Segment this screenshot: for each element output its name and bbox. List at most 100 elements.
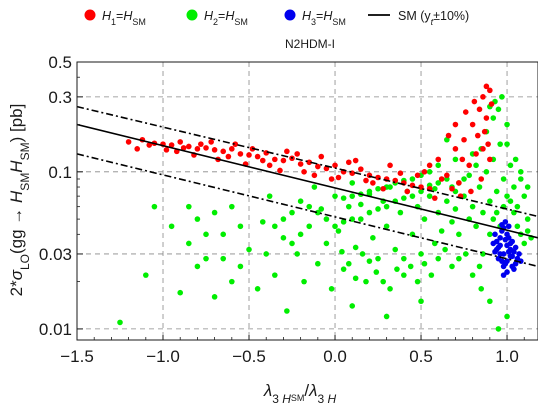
chart-title: N2HDM-I bbox=[285, 37, 335, 51]
data-point bbox=[358, 166, 364, 172]
data-point bbox=[435, 162, 442, 169]
data-point bbox=[481, 128, 488, 135]
data-point bbox=[349, 303, 356, 309]
data-point bbox=[452, 121, 459, 128]
data-point bbox=[340, 219, 347, 225]
legend-label: SM (yt±10%) bbox=[398, 9, 469, 27]
data-point bbox=[497, 141, 503, 147]
legend-item: H2=HSM bbox=[186, 9, 248, 27]
data-point bbox=[332, 223, 338, 230]
data-point bbox=[485, 141, 491, 147]
data-point bbox=[272, 272, 278, 278]
data-point bbox=[380, 185, 386, 192]
y-axis-ticks: 0.01 0.03 0.1 0.3 0.5 bbox=[39, 53, 83, 339]
data-point bbox=[297, 161, 304, 167]
data-point bbox=[488, 101, 495, 107]
data-point bbox=[211, 209, 218, 216]
data-point bbox=[387, 162, 393, 169]
data-point bbox=[392, 246, 399, 253]
data-point bbox=[452, 206, 459, 212]
data-point bbox=[512, 156, 519, 163]
data-point bbox=[495, 106, 502, 113]
data-point bbox=[499, 94, 505, 100]
data-point bbox=[143, 272, 149, 278]
data-point bbox=[352, 157, 359, 164]
data-point bbox=[514, 223, 521, 230]
data-point bbox=[500, 263, 507, 270]
data-point bbox=[332, 162, 338, 169]
data-point bbox=[306, 223, 313, 230]
data-point bbox=[203, 145, 209, 151]
data-point bbox=[444, 198, 450, 205]
data-point bbox=[315, 260, 321, 267]
data-point bbox=[511, 184, 517, 190]
data-point bbox=[297, 231, 304, 238]
data-point bbox=[272, 223, 278, 230]
data-point bbox=[504, 231, 510, 238]
data-point bbox=[500, 272, 507, 278]
y-tick-label: 0.5 bbox=[48, 53, 72, 72]
data-point bbox=[340, 266, 347, 272]
data-point bbox=[383, 313, 390, 320]
data-point bbox=[168, 142, 175, 148]
y-tick-label: 0.01 bbox=[39, 320, 72, 339]
data-point bbox=[507, 198, 514, 205]
data-point bbox=[208, 139, 214, 145]
data-point bbox=[459, 156, 466, 163]
data-point bbox=[426, 193, 433, 199]
data-point bbox=[232, 141, 239, 147]
data-point bbox=[504, 258, 510, 264]
data-point bbox=[492, 231, 498, 238]
data-point bbox=[421, 260, 428, 267]
data-point bbox=[487, 298, 493, 305]
data-point bbox=[146, 142, 153, 148]
data-point bbox=[280, 157, 287, 164]
data-point bbox=[505, 223, 512, 230]
data-point bbox=[397, 209, 404, 216]
sm-upper-line bbox=[76, 105, 538, 218]
data-point bbox=[504, 121, 510, 128]
data-point bbox=[266, 162, 273, 169]
scatter-points bbox=[117, 83, 534, 332]
data-point bbox=[487, 231, 493, 238]
data-point bbox=[375, 255, 381, 262]
data-point bbox=[246, 152, 252, 158]
data-point bbox=[401, 255, 407, 262]
data-point bbox=[499, 258, 505, 264]
data-point bbox=[478, 286, 485, 292]
data-point bbox=[502, 236, 509, 243]
sm-lower-line bbox=[76, 153, 538, 268]
data-point bbox=[335, 174, 342, 181]
x-tick-label: 1.0 bbox=[495, 347, 519, 366]
data-point bbox=[495, 326, 502, 332]
data-point bbox=[480, 209, 486, 216]
data-point bbox=[461, 136, 467, 143]
data-point bbox=[492, 248, 498, 255]
x-axis-label: λ3 HSM/λ3 H bbox=[263, 381, 337, 406]
x-tick-label: −0.5 bbox=[232, 347, 266, 366]
data-point bbox=[490, 216, 497, 222]
data-point bbox=[254, 153, 261, 160]
data-point bbox=[349, 193, 356, 199]
data-point bbox=[180, 145, 187, 151]
data-point bbox=[370, 180, 376, 186]
data-point bbox=[418, 298, 424, 305]
data-point bbox=[517, 176, 524, 182]
data-point bbox=[512, 260, 519, 267]
data-point bbox=[394, 266, 400, 272]
data-point bbox=[311, 172, 318, 179]
legend-label: H1=HSM bbox=[102, 9, 146, 27]
data-point bbox=[366, 188, 373, 195]
data-point bbox=[438, 176, 445, 182]
data-point bbox=[480, 146, 486, 152]
data-point bbox=[318, 206, 325, 212]
data-point bbox=[493, 188, 500, 195]
data-point bbox=[521, 240, 528, 247]
data-point bbox=[328, 286, 335, 292]
data-point bbox=[497, 242, 503, 249]
data-point bbox=[375, 206, 381, 212]
data-point bbox=[471, 98, 478, 105]
data-point bbox=[297, 198, 304, 205]
x-tick-label: −1.5 bbox=[60, 347, 94, 366]
legend-label: H3=HSM bbox=[302, 9, 346, 27]
